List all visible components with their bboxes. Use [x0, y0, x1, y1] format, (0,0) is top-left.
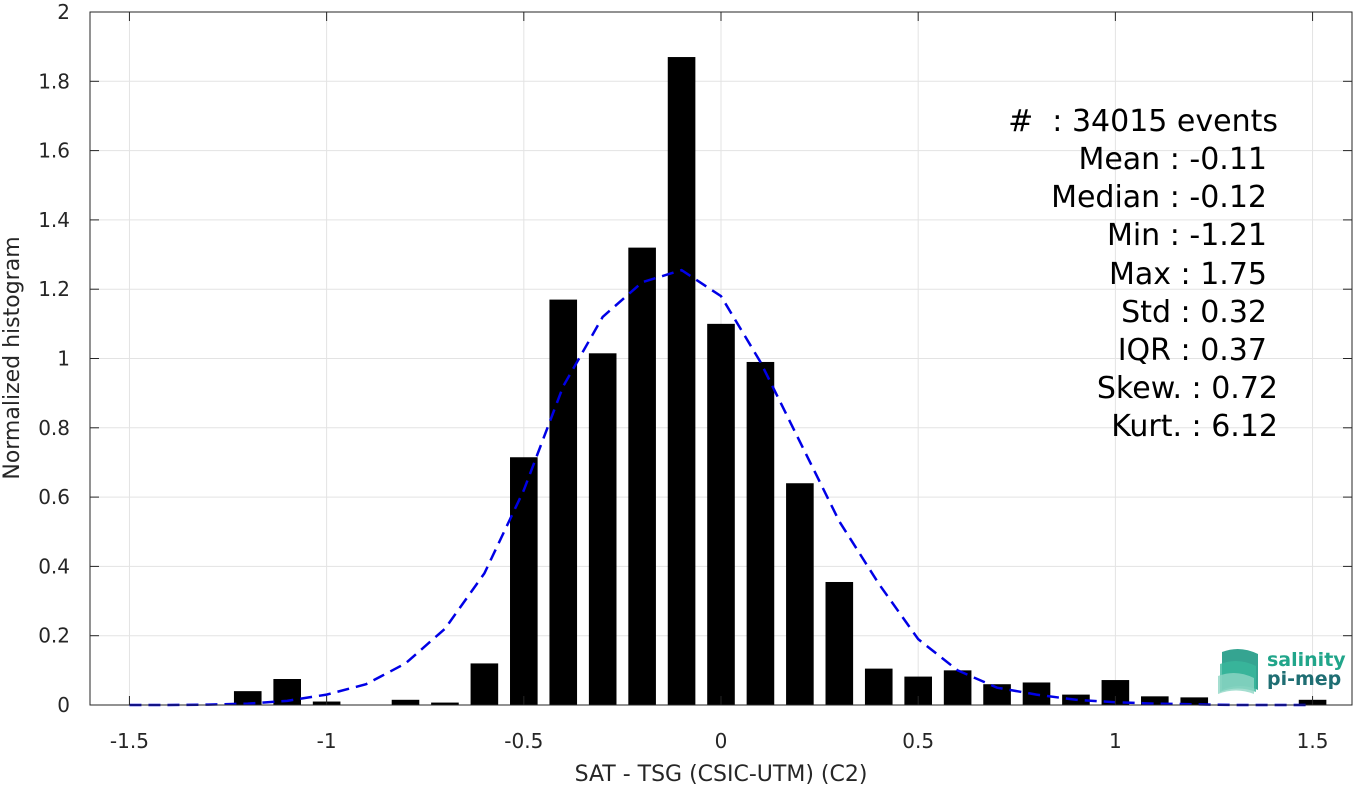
axes: -1.5 -1 -0.5 0 0.5 1 1.5 0 0.2 0.4 0.6 0.8 1 1.2 1.4 1.…: [38, 0, 1352, 753]
histogram-bar: [1141, 696, 1169, 705]
x-tick-label: -0.5: [504, 729, 543, 753]
histogram-bar: [588, 353, 617, 705]
salinity-pimep-logo: salinity pi-mep: [1218, 648, 1346, 694]
histogram-bar: [983, 684, 1011, 705]
stat-kurt: Kurt. : 6.12: [1111, 409, 1278, 444]
y-tick-label: 0.4: [38, 554, 70, 578]
histogram-bar: [667, 57, 696, 706]
stat-iqr: IQR : 0.37: [1118, 333, 1267, 368]
x-tick-label: 0: [715, 729, 728, 753]
x-axis-title: SAT - TSG (CSIC-UTM) (C2): [575, 762, 868, 785]
histogram-bar: [510, 457, 538, 705]
logo-line1: salinity: [1267, 649, 1346, 671]
stat-min: Min : -1.21: [1107, 218, 1267, 253]
histogram-bar: [549, 299, 578, 705]
y-tick-label: 2: [57, 0, 70, 24]
histogram-bar: [746, 361, 775, 705]
stat-max: Max : 1.75: [1109, 257, 1267, 292]
histogram-bar: [864, 668, 893, 705]
stat-median: Median : -0.12: [1051, 180, 1267, 215]
histogram-bar: [233, 691, 262, 705]
y-tick-label: 0.6: [38, 485, 70, 509]
x-tick-label: 0.5: [902, 729, 934, 753]
stat-skew: Skew. : 0.72: [1097, 371, 1278, 406]
y-tick-label: 1.2: [38, 277, 70, 301]
logo-line2: pi-mep: [1267, 668, 1341, 690]
x-tick-label: -1: [317, 729, 337, 753]
y-tick-label: 1.4: [38, 208, 70, 232]
stat-events: # : 34015 events: [1008, 104, 1278, 139]
bars: [233, 57, 1327, 706]
histogram-bar: [943, 670, 972, 705]
y-tick-label: 0: [57, 693, 70, 717]
x-tick-label: 1.5: [1297, 729, 1329, 753]
stat-std: Std : 0.32: [1121, 295, 1267, 330]
histogram-bar: [825, 581, 854, 705]
stat-mean: Mean : -0.11: [1078, 142, 1267, 177]
stats-box: # : 34015 events Mean : -0.11 Median : -…: [1008, 104, 1278, 444]
histogram-bar: [628, 247, 656, 705]
histogram-bar: [707, 323, 735, 705]
wave-icon: [1218, 648, 1258, 694]
y-tick-label: 0.8: [38, 416, 70, 440]
y-tick-label: 1.8: [38, 69, 70, 93]
y-tick-label: 1: [57, 347, 70, 371]
x-tick-label: 1: [1109, 729, 1122, 753]
x-tick-label: -1.5: [110, 729, 149, 753]
histogram-bar: [1180, 697, 1209, 705]
y-tick-label: 0.2: [38, 624, 70, 648]
histogram-bar: [431, 702, 459, 705]
histogram-bar: [786, 483, 814, 705]
histogram-bar: [470, 663, 499, 705]
y-axis-title: Normalized histogram: [0, 236, 25, 479]
histogram-bar: [391, 699, 420, 705]
y-tick-label: 1.6: [38, 139, 70, 163]
